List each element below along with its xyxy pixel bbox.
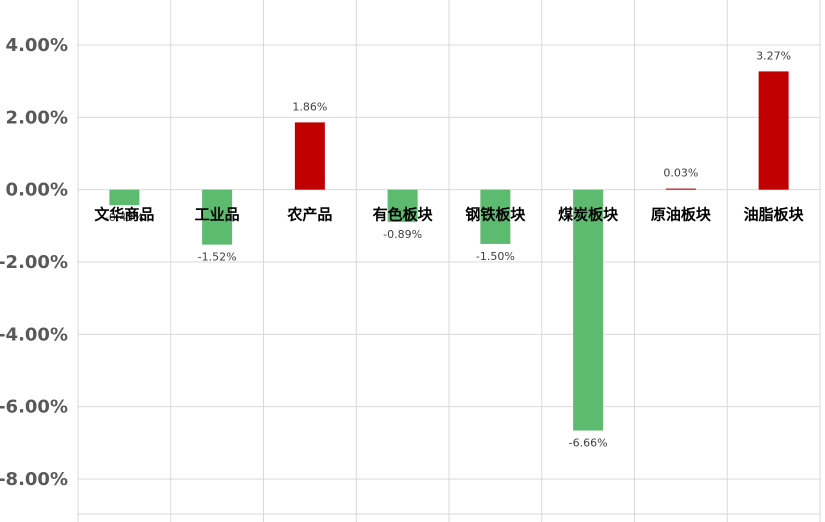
data-labels: -0.43% -1.52% 1.86% -0.89% -1.50% -6.66% 0.03%…	[105, 49, 791, 449]
bar	[294, 122, 325, 190]
bar	[109, 189, 140, 206]
data-label: -1.50%	[476, 250, 515, 263]
category-label: 油脂板块	[744, 206, 805, 224]
bar	[758, 71, 789, 190]
bar	[665, 188, 696, 190]
bar	[480, 189, 511, 244]
y-tick-label: 4.00%	[6, 35, 68, 56]
data-label: -6.66%	[569, 437, 608, 450]
y-tick-label: 2.00%	[6, 107, 68, 128]
data-label: 0.03%	[663, 167, 698, 180]
data-label: -0.43%	[105, 211, 144, 224]
data-label: 1.86%	[292, 100, 327, 113]
gridlines	[77, 0, 821, 522]
bars	[109, 71, 789, 431]
category-label: 钢铁板块	[465, 206, 526, 224]
category-label: 有色板块	[373, 206, 434, 224]
category-label: 工业品	[195, 206, 240, 224]
y-tick-label: -4.00%	[0, 324, 68, 345]
category-label: 原油板块	[651, 206, 712, 224]
category-labels: 文华商品 工业品 农产品 有色板块 钢铁板块 煤炭板块 原油板块 油脂板块	[94, 206, 804, 224]
y-axis-tick-labels: 4.00% 2.00% 0.00% -2.00% -4.00% -6.00% -8.00%	[0, 35, 68, 490]
category-label: 煤炭板块	[558, 206, 619, 224]
y-tick-label: 0.00%	[6, 180, 68, 201]
bar	[573, 189, 604, 431]
data-label: -1.52%	[198, 251, 237, 264]
category-label: 农产品	[286, 206, 332, 224]
y-tick-label: -2.00%	[0, 252, 68, 273]
y-tick-label: -8.00%	[0, 469, 68, 490]
data-label: -0.89%	[383, 228, 422, 241]
bar	[202, 189, 233, 245]
bar	[387, 189, 418, 222]
data-label: 3.27%	[756, 49, 791, 62]
category-label: 文华商品	[94, 206, 154, 224]
y-tick-label: -6.00%	[0, 397, 68, 418]
